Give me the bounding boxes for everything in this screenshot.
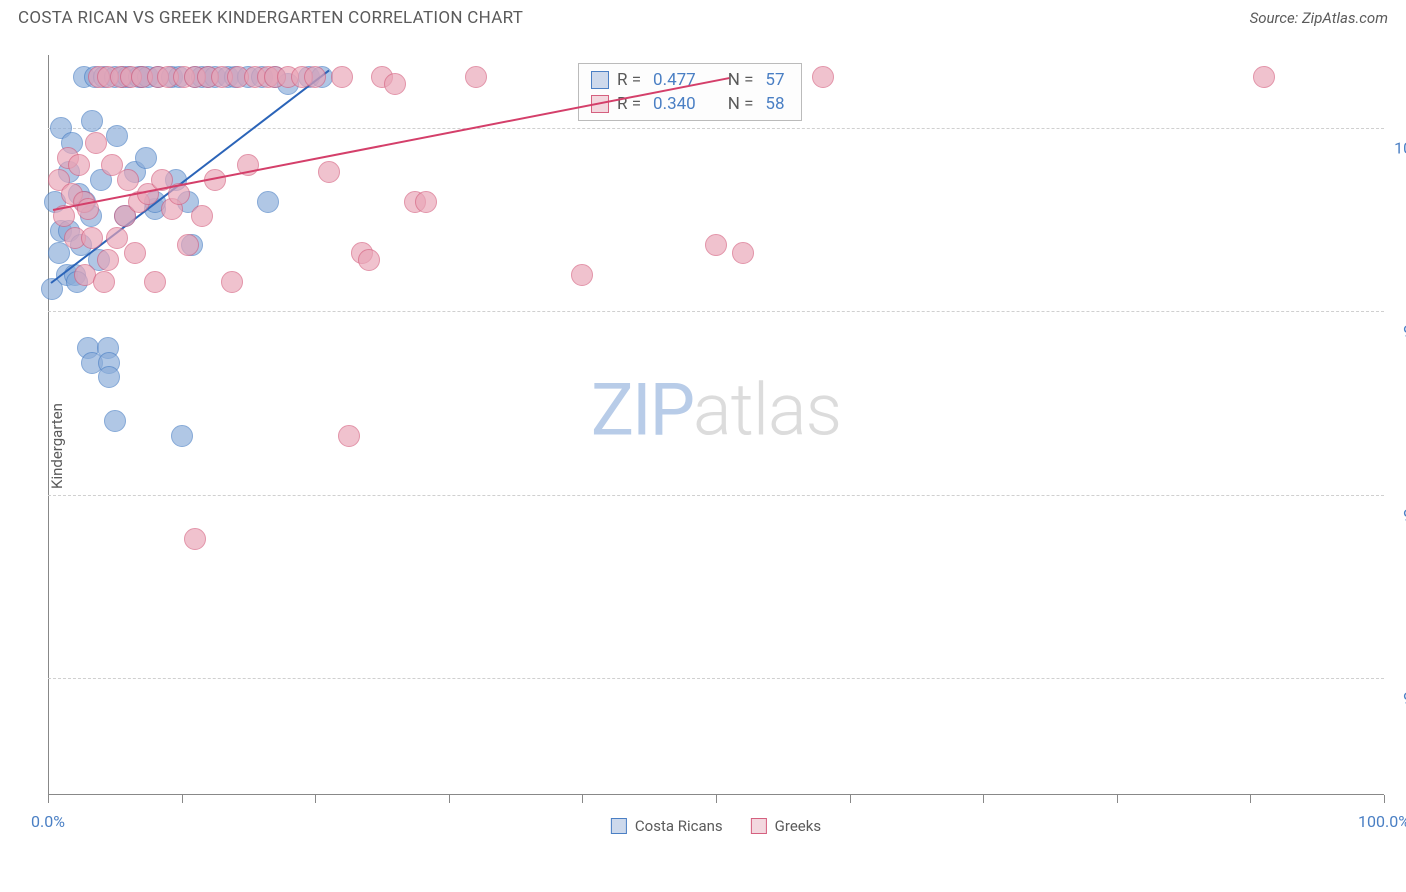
data-point [304,66,326,88]
watermark-zip: ZIP [591,368,693,453]
gridline [48,678,1384,679]
chart-title: COSTA RICAN VS GREEK KINDERGARTEN CORREL… [18,8,523,28]
y-tick-label: 100.0% [1394,139,1406,158]
data-point [81,227,103,249]
series-legend: Costa Ricans Greeks [611,817,821,835]
data-point [68,154,90,176]
legend-swatch [751,818,767,834]
legend-row: R = 0.477N = 57 [591,68,789,92]
chart-source: Source: ZipAtlas.com [1250,9,1388,27]
legend-row: R = 0.340N = 58 [591,92,789,116]
data-point [221,271,243,293]
data-point [106,125,128,147]
data-point [85,132,107,154]
data-point [97,249,119,271]
data-point [465,66,487,88]
data-point [812,66,834,88]
data-point [415,191,437,213]
legend-label: Costa Ricans [635,817,723,835]
data-point [93,271,115,293]
series-legend-item: Costa Ricans [611,817,723,835]
x-tick-label: 0.0% [31,812,65,831]
legend-label: Greeks [775,817,821,835]
legend-r-label: R = [617,70,641,90]
x-tick [1250,795,1251,803]
gridline [48,495,1384,496]
data-point [81,110,103,132]
data-point [104,410,126,432]
plot-area: ZIPatlas R = 0.477N = 57R = 0.340N = 58 … [48,55,1384,795]
data-point [705,234,727,256]
x-tick [716,795,717,803]
watermark-atlas: atlas [693,368,841,453]
data-point [384,73,406,95]
series-legend-item: Greeks [751,817,821,835]
data-point [338,425,360,447]
data-point [98,366,120,388]
x-tick [182,795,183,803]
data-point [257,191,279,213]
watermark: ZIPatlas [591,368,841,453]
x-tick [315,795,316,803]
legend-n-label: N = [728,94,754,114]
data-point [1253,66,1275,88]
x-tick [850,795,851,803]
x-tick [582,795,583,803]
data-point [318,161,340,183]
data-point [732,242,754,264]
x-tick [48,795,49,803]
trendline [53,77,729,211]
y-axis [48,55,49,795]
correlation-legend: R = 0.477N = 57R = 0.340 N = 58 [578,63,802,121]
data-point [144,271,166,293]
data-point [124,242,146,264]
data-point [117,169,139,191]
data-point [571,264,593,286]
data-point [331,66,353,88]
data-point [171,425,193,447]
gridline [48,311,1384,312]
legend-n-value: 58 [765,94,784,114]
legend-r-value: 0.340 [653,94,696,114]
x-tick [1117,795,1118,803]
data-point [191,205,213,227]
x-tick [1384,795,1385,803]
data-point [184,528,206,550]
legend-n-value: 57 [765,70,784,90]
data-point [358,249,380,271]
x-tick [449,795,450,803]
data-point [135,147,157,169]
x-tick [983,795,984,803]
chart-header: COSTA RICAN VS GREEK KINDERGARTEN CORREL… [0,0,1406,32]
legend-swatch [591,71,609,89]
data-point [177,234,199,256]
x-tick-label: 100.0% [1358,812,1406,831]
legend-swatch [611,818,627,834]
legend-n-label: N = [728,70,754,90]
